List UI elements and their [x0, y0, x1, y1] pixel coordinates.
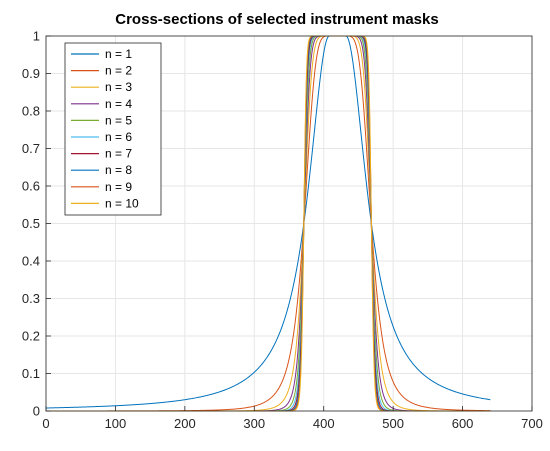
y-tick-label: 0.7 — [22, 141, 40, 156]
y-tick-label: 1 — [33, 29, 40, 44]
x-tick-label: 400 — [313, 416, 335, 431]
legend-label: n = 1 — [105, 47, 132, 61]
y-tick-label: 0.2 — [22, 329, 40, 344]
x-tick-label: 300 — [243, 416, 265, 431]
series-line — [46, 35, 491, 409]
legend-label: n = 3 — [105, 80, 132, 94]
y-tick-label: 0.4 — [22, 254, 40, 269]
y-tick-label: 0.6 — [22, 179, 40, 194]
x-tick-label: 700 — [521, 416, 543, 431]
chart-title: Cross-sections of selected instrument ma… — [115, 11, 438, 28]
legend-label: n = 8 — [105, 163, 132, 177]
legend-label: n = 9 — [105, 180, 132, 194]
ticks: 0 100 200 300 400 500 600 700 0 0.1 0.2 0.3 0.4 0.5 0.… — [22, 29, 543, 432]
y-tick-label: 0.3 — [22, 291, 40, 306]
x-tick-label: 100 — [105, 416, 127, 431]
legend-label: n = 5 — [105, 113, 132, 127]
legend-label: n = 6 — [105, 130, 132, 144]
y-tick-label: 0 — [33, 404, 40, 419]
y-tick-label: 0.8 — [22, 104, 40, 119]
x-tick-label: 500 — [382, 416, 404, 431]
legend-label: n = 7 — [105, 147, 132, 161]
legend-label: n = 4 — [105, 97, 132, 111]
legend-label: n = 10 — [105, 196, 139, 210]
x-tick-label: 600 — [452, 416, 474, 431]
y-tick-label: 0.9 — [22, 66, 40, 81]
legend: n = 1 n = 2 n = 3 n = 4 n = 5 n = 6 n = 7 n = 8… — [64, 42, 162, 216]
x-tick-label: 200 — [174, 416, 196, 431]
y-tick-label: 0.5 — [22, 216, 40, 231]
x-tick-label: 0 — [42, 416, 49, 431]
legend-label: n = 2 — [105, 64, 132, 78]
y-tick-label: 0.1 — [22, 366, 40, 381]
